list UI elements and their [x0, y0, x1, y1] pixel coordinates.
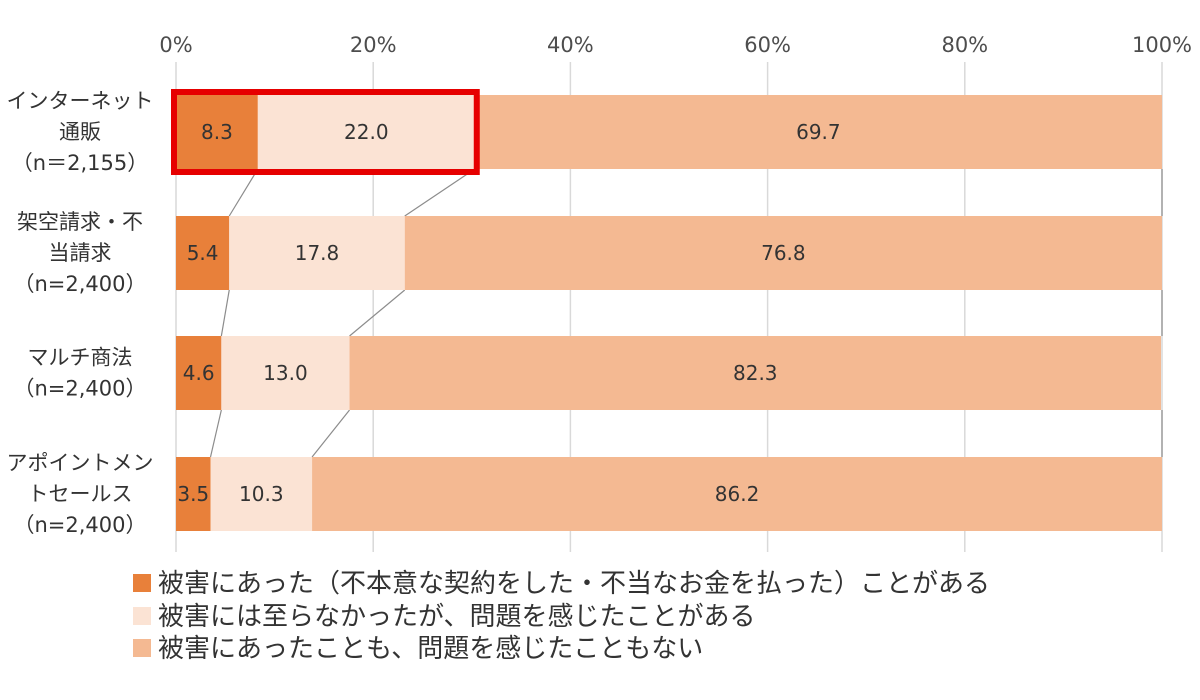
- x-tick-label: 40%: [547, 33, 594, 57]
- series-line: [220, 289, 230, 337]
- category-label: 通販: [59, 120, 101, 144]
- bar-segment: [176, 216, 230, 290]
- bar-segment: [312, 457, 1162, 531]
- x-tick-label: 60%: [744, 33, 791, 57]
- bar-segment: [257, 95, 475, 169]
- category-label: アポイントメン: [7, 451, 154, 475]
- legend-swatch: [133, 639, 151, 657]
- highlight-frame: [171, 89, 480, 175]
- data-label: 17.8: [295, 241, 340, 265]
- x-tick-label: 80%: [941, 33, 988, 57]
- x-axis-tick-labels: 0% 20% 40% 60% 80% 100%: [159, 33, 1192, 57]
- data-label: 13.0: [263, 361, 308, 385]
- category-label: （n=2,400）: [13, 513, 146, 537]
- data-label: 10.3: [239, 482, 284, 506]
- bar-segment: [176, 336, 222, 410]
- series-line: [311, 409, 351, 458]
- bar-segment: [176, 457, 211, 531]
- x-tick-label: 100%: [1132, 33, 1192, 57]
- series-line: [228, 168, 259, 217]
- bar-segment: [229, 216, 405, 290]
- x-tick-label: 20%: [350, 33, 397, 57]
- legend-label: 被害にあったことも、問題を感じたこともない: [158, 634, 703, 664]
- legend: 被害にあった（不本意な契約をした・不当なお金を払った）ことがある被害には至らなか…: [133, 569, 990, 664]
- bar-segment: [404, 216, 1162, 290]
- legend-label: 被害にあった（不本意な契約をした・不当なお金を払った）ことがある: [158, 569, 990, 599]
- category-label: （n=2,400）: [13, 377, 146, 401]
- bar-segment: [349, 336, 1162, 410]
- data-label: 3.5: [177, 482, 209, 506]
- bar-segment: [210, 457, 313, 531]
- bar-segment: [474, 95, 1162, 169]
- data-labels: 8.3 22.0 69.7 5.4 17.8 76.8 4.6 13.0 82.3 3.5 10.3…: [177, 120, 840, 506]
- series-lines: [209, 168, 1163, 458]
- bars: [176, 95, 1162, 531]
- legend-label: 被害には至らなかったが、問題を感じたことがある: [158, 602, 755, 632]
- series-line: [209, 409, 222, 458]
- data-label: 86.2: [715, 482, 760, 506]
- data-label: 22.0: [344, 120, 389, 144]
- series-line: [404, 168, 476, 217]
- data-label: 69.7: [796, 120, 841, 144]
- highlight-box: [171, 89, 480, 175]
- legend-swatch: [133, 574, 151, 592]
- data-label: 76.8: [761, 241, 806, 265]
- data-label: 82.3: [733, 361, 778, 385]
- series-line: [349, 289, 406, 337]
- data-label: 8.3: [201, 120, 233, 144]
- category-label: 当請求: [49, 241, 112, 265]
- bar-segment: [176, 95, 258, 169]
- category-label: トセールス: [28, 482, 133, 506]
- data-label: 5.4: [187, 241, 219, 265]
- category-label: （n=2,400）: [13, 272, 146, 296]
- category-label: 架空請求・不: [17, 210, 143, 234]
- data-label: 4.6: [183, 361, 215, 385]
- x-tick-label: 0%: [159, 33, 192, 57]
- category-label: マルチ商法: [28, 346, 133, 370]
- bar-segment: [221, 336, 350, 410]
- category-label: インターネット: [7, 89, 154, 113]
- legend-swatch: [133, 607, 151, 625]
- category-label: （n＝2,155）: [12, 151, 148, 175]
